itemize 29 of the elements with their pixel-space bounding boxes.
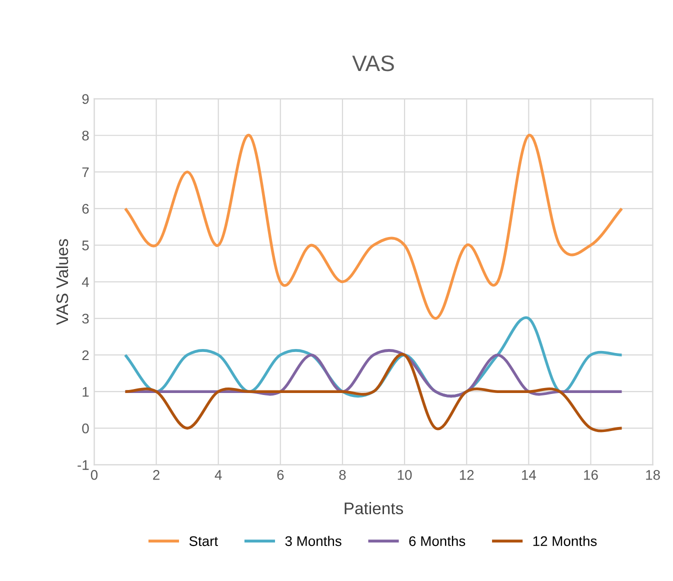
x-axis-title: Patients	[344, 502, 404, 514]
y-tick-label: 0	[82, 424, 89, 434]
x-tick-label: 6	[277, 470, 284, 480]
x-tick-label: 0	[90, 470, 98, 480]
x-tick-label: 12	[460, 470, 474, 480]
line-series	[124, 134, 624, 320]
y-tick-label: -1	[78, 460, 89, 470]
y-tick-label: 4	[82, 277, 89, 287]
legend-label: 12 Months	[533, 536, 597, 546]
y-tick-label: 7	[82, 167, 89, 178]
y-tick-label: 9	[82, 94, 89, 104]
x-tick-label: 8	[339, 470, 346, 480]
x-tick-label: 4	[214, 470, 222, 480]
y-tick-label: 1	[82, 387, 89, 397]
x-tick-label: 10	[398, 470, 412, 480]
y-tick-label: 6	[82, 204, 89, 214]
y-tick-label: 3	[82, 314, 89, 324]
x-tick-label: 18	[646, 470, 660, 480]
legend-label: Start	[189, 536, 218, 546]
x-tick-label: 14	[522, 470, 536, 480]
legend-label: 6 Months	[409, 536, 466, 546]
x-tick-label: 16	[584, 470, 598, 480]
legend-label: 3 Months	[285, 536, 342, 546]
x-tick-label: 2	[153, 470, 160, 480]
y-tick-label: 5	[82, 240, 89, 250]
y-tick-label: 2	[82, 350, 89, 360]
y-axis-title: VAS Values	[56, 239, 68, 325]
y-tick-label: 8	[82, 130, 89, 141]
chart-title: VAS	[352, 55, 394, 72]
